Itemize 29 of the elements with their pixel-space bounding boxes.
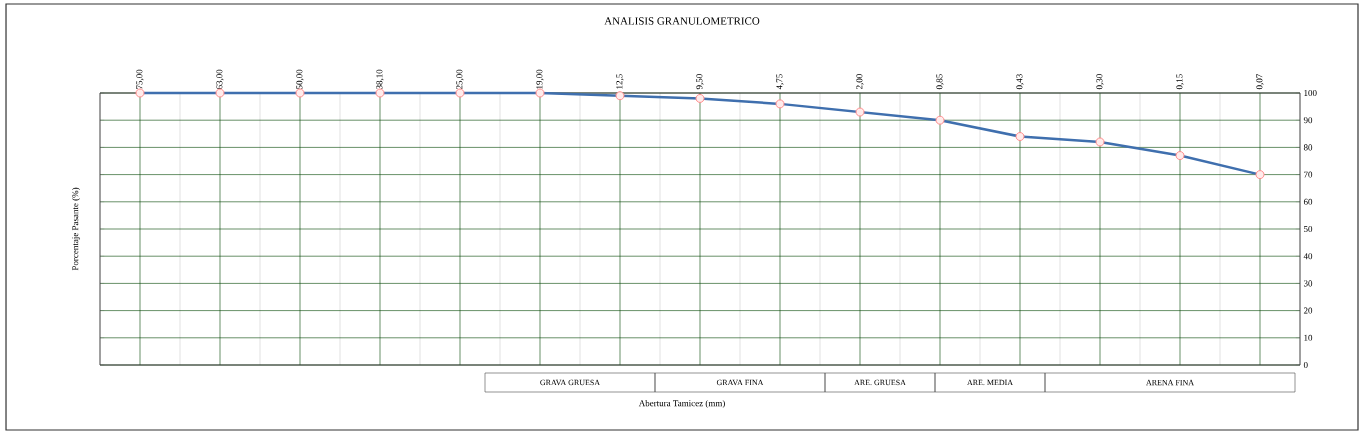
x-tick-label: 0,30: [1096, 74, 1104, 90]
y-tick-label: 70: [1304, 171, 1313, 178]
x-tick-label: 0,07: [1256, 74, 1264, 90]
x-tick-label: 63,00: [216, 69, 224, 90]
y-tick-label: 40: [1303, 253, 1313, 260]
x-tick-label: 9,50: [696, 74, 704, 90]
y-tick-label: 60: [1303, 198, 1313, 205]
x-tick-label: 75,00: [136, 69, 144, 89]
y-tick-label: 50: [1304, 225, 1313, 233]
x-tick-label: 0,15: [1176, 74, 1184, 90]
x-tick-label: 50,00: [296, 69, 304, 89]
x-tick-label: 38,10: [376, 69, 384, 90]
x-tick-label: 4,75: [776, 74, 784, 90]
x-axis-title: Abertura Tamicez (mm): [638, 399, 725, 409]
x-tick-label: 0,85: [936, 74, 944, 90]
y-tick-label: 0: [1303, 361, 1308, 369]
y-tick-label: 20: [1303, 307, 1313, 314]
y-tick-label: 100: [1304, 89, 1317, 97]
x-tick-label: 19,00: [536, 69, 544, 89]
y-tick-label: 30: [1303, 280, 1313, 287]
y-tick-label: 10: [1304, 334, 1313, 341]
x-tick-label: 25,00: [456, 69, 464, 90]
x-tick-label: 2,00: [856, 74, 864, 90]
x-tick-label: 0,43: [1016, 74, 1024, 90]
chart-title: ANALISIS GRANULOMETRICO: [604, 17, 760, 25]
y-axis-title: Porcentaje Pasante (%): [71, 187, 81, 271]
y-tick-label: 90: [1303, 117, 1313, 124]
y-tick-label: 80: [1303, 144, 1313, 151]
x-tick-label: 12,5: [616, 74, 624, 89]
